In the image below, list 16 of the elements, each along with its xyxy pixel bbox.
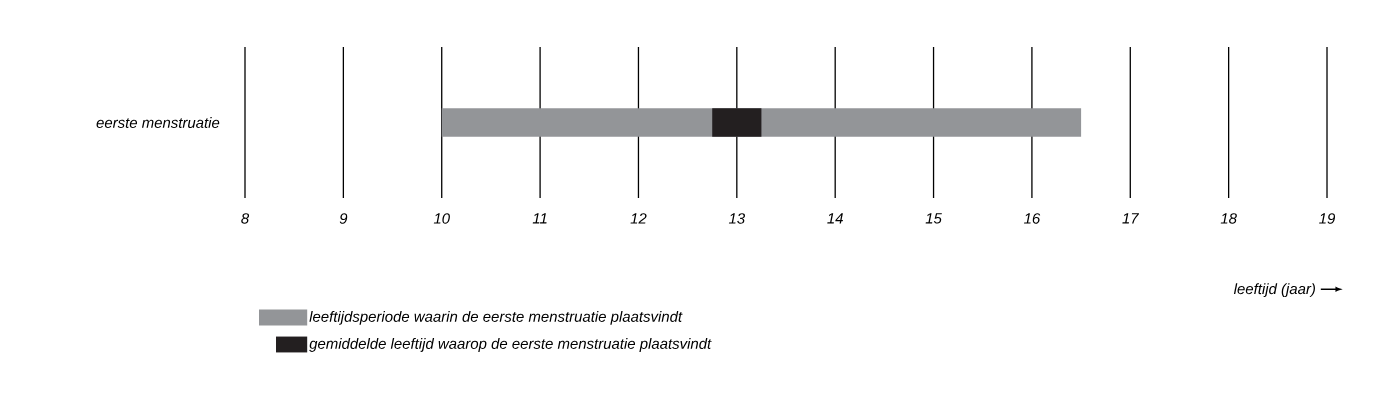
x-tick-label: 16 — [1024, 213, 1041, 224]
x-tick-label: 17 — [1122, 213, 1140, 224]
x-tick-label: 19 — [1319, 213, 1336, 224]
legend-label: leeftijdsperiode waarin de eerste menstruatie plaatsvindt — [309, 310, 683, 325]
x-tick-label: 15 — [925, 213, 942, 224]
x-tick-label: 10 — [433, 213, 450, 224]
y-tick-label: eerste menstruatie — [96, 117, 220, 128]
x-tick-label: 14 — [827, 213, 843, 224]
x-axis-title: leeftijd (jaar) — [1233, 283, 1315, 298]
x-tick-label: 9 — [339, 213, 348, 224]
legend-label: gemiddelde leeftijd waarop de eerste menstruatie plaatsvindt — [309, 337, 712, 352]
x-tick-label: 13 — [728, 213, 745, 224]
x-tick-label: 18 — [1220, 213, 1237, 224]
x-tick-label: 8 — [241, 213, 250, 224]
x-tick-label: 12 — [630, 213, 647, 224]
x-tick-label: 11 — [532, 213, 547, 224]
